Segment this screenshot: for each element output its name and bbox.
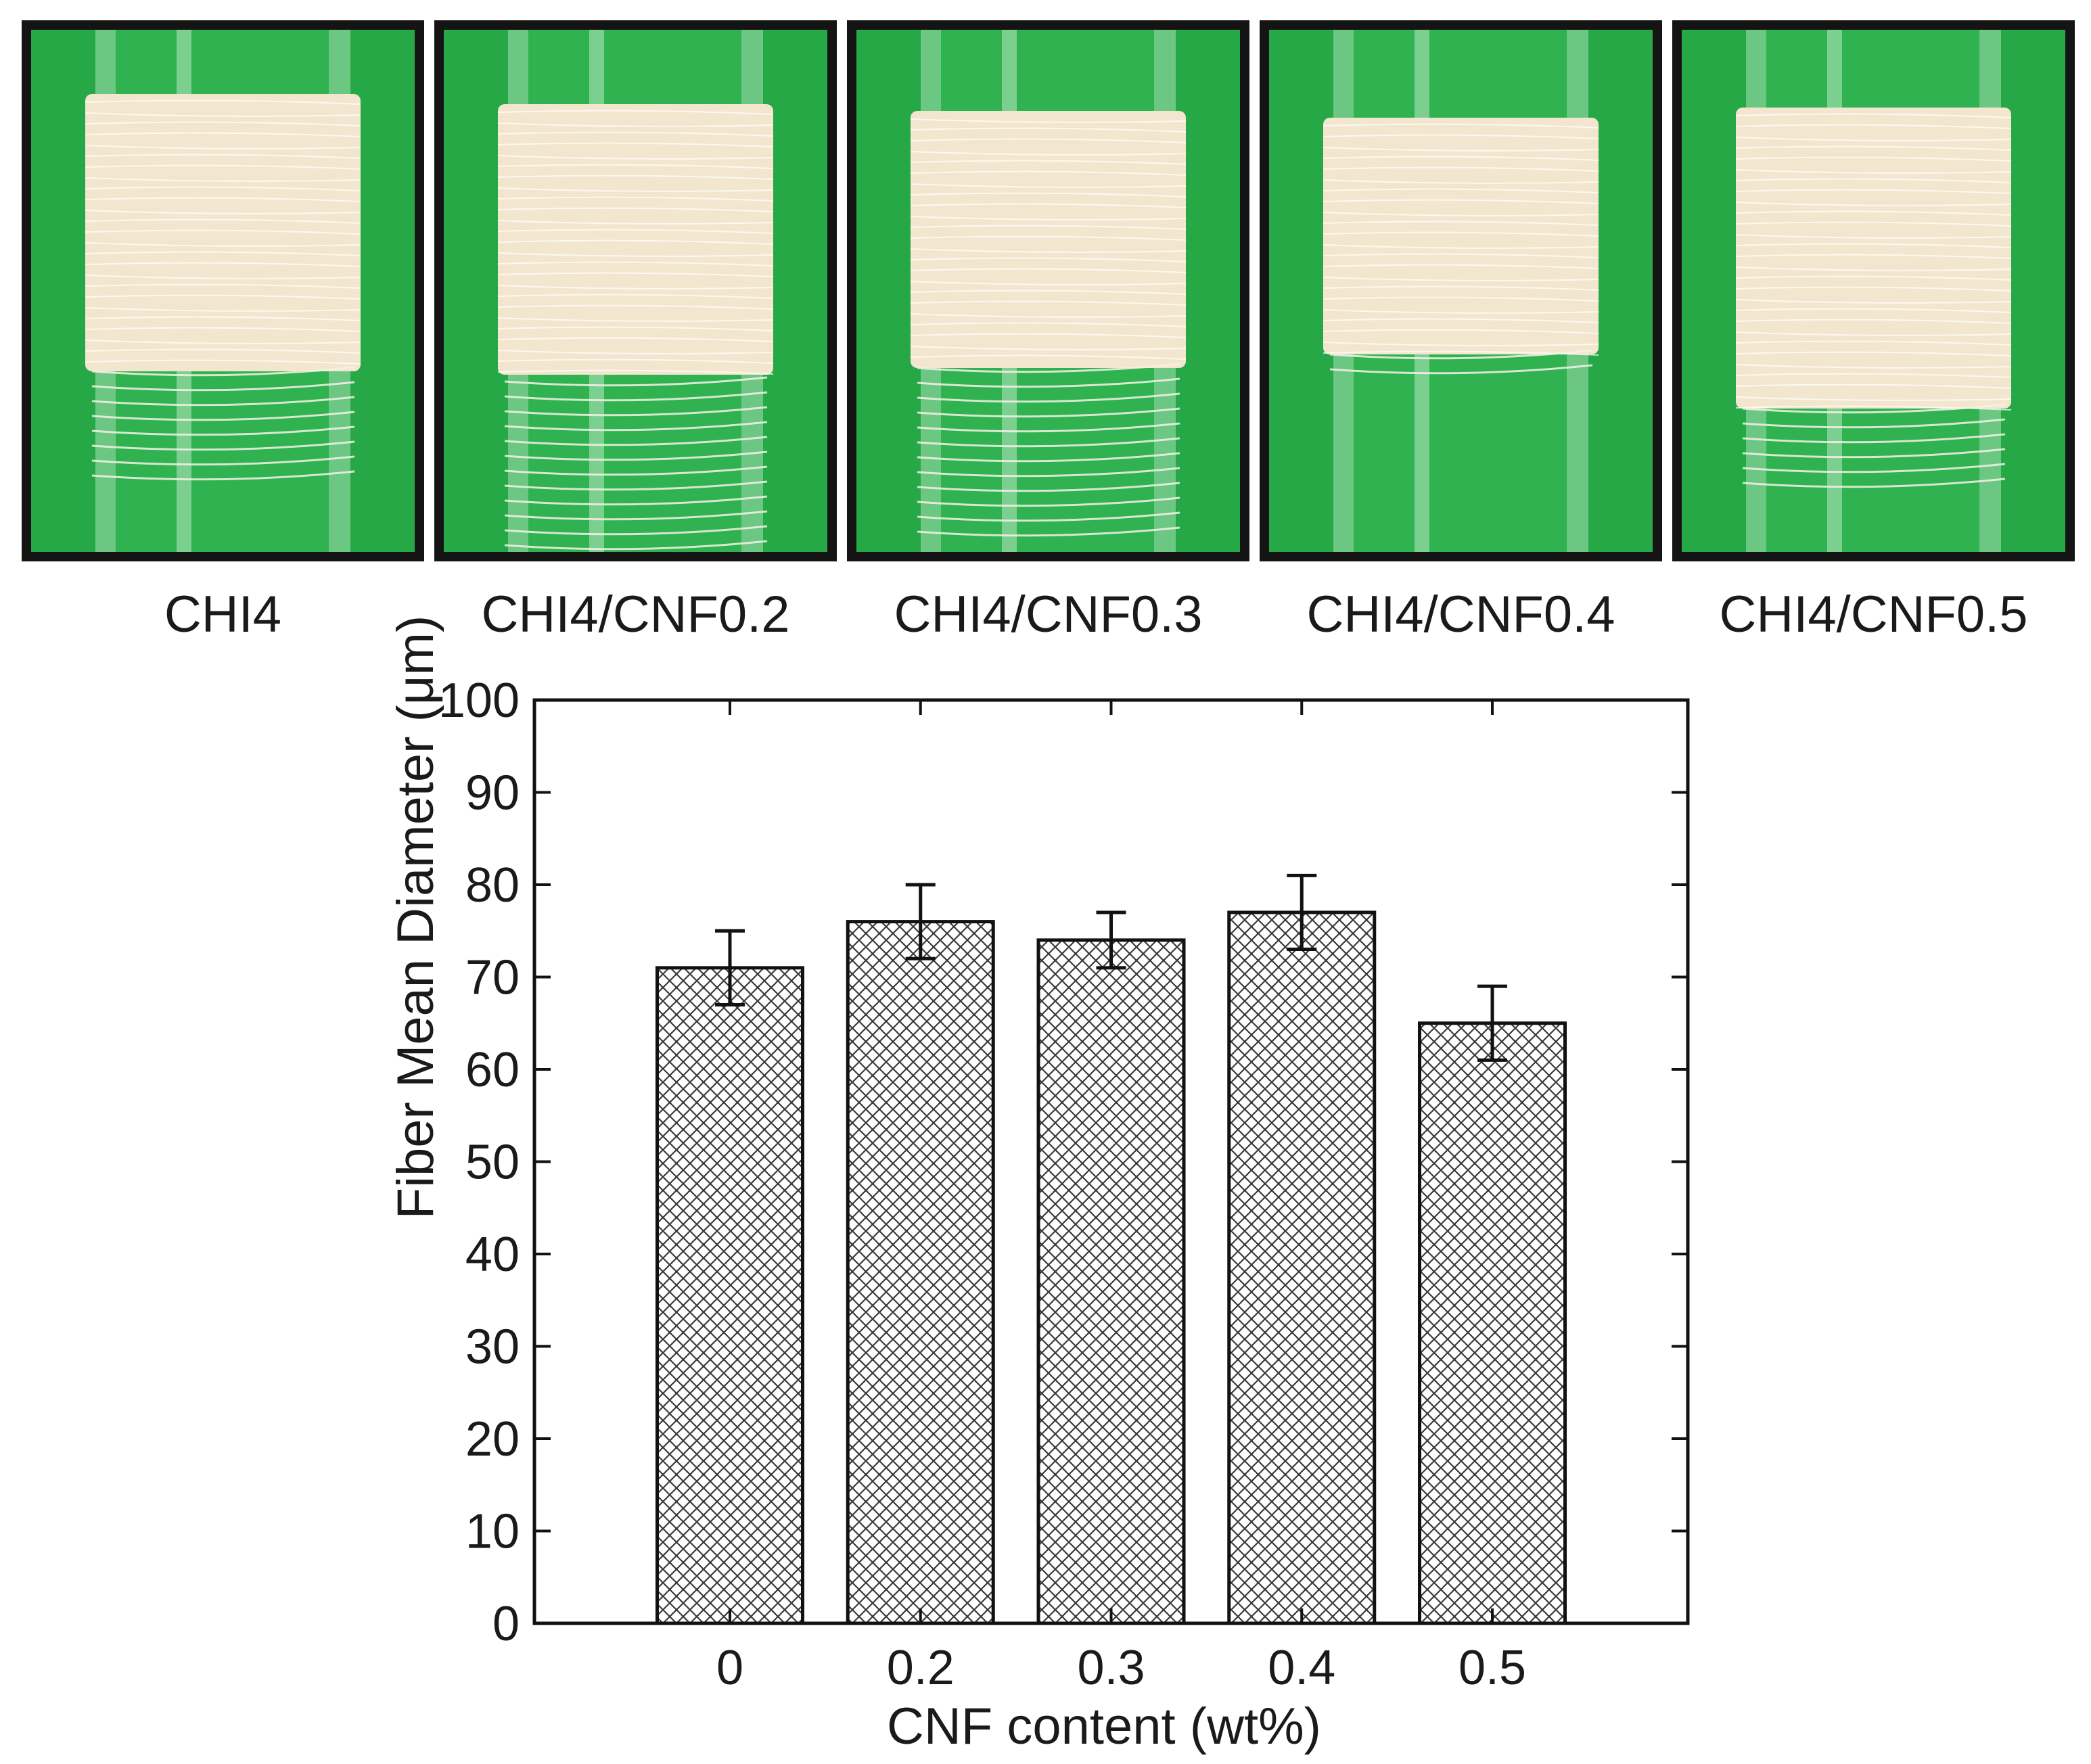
- y-tick-label: 10: [465, 1505, 520, 1559]
- tube-illustration: [856, 30, 1240, 552]
- y-tick-label: 50: [465, 1136, 520, 1190]
- bar: [1036, 938, 1186, 1625]
- x-axis-label: CNF content (wt%): [887, 1698, 1321, 1755]
- y-axis-label: Fiber Mean Diameter (μm): [387, 616, 444, 1220]
- bar: [655, 966, 804, 1625]
- x-tick-label: 0.3: [1077, 1641, 1145, 1695]
- y-tick-label: 20: [465, 1412, 520, 1466]
- plot-frame: [532, 698, 1690, 1625]
- x-tick-label: 0: [716, 1641, 743, 1695]
- bar: [1418, 1021, 1567, 1625]
- tube-illustration: [444, 30, 827, 552]
- tube-illustration: [1682, 30, 2065, 552]
- photo-label-cnf04: CHI4/CNF0.4: [1306, 586, 1615, 643]
- y-tick-label: 40: [465, 1228, 520, 1282]
- bar: [1227, 910, 1377, 1625]
- x-tick-label: 0.5: [1458, 1641, 1526, 1695]
- sample-photo-chi4: [22, 20, 424, 561]
- photo-label-cnf05: CHI4/CNF0.5: [1719, 586, 2028, 643]
- y-tick-label: 70: [465, 951, 520, 1005]
- y-tick-label: 60: [465, 1043, 520, 1097]
- sample-photo-cnf05: [1672, 20, 2075, 561]
- y-tick-label: 90: [465, 766, 520, 820]
- sample-photo-cnf03: [847, 20, 1249, 561]
- y-tick-label: 30: [465, 1320, 520, 1374]
- photo-label-cnf02: CHI4/CNF0.2: [481, 586, 790, 643]
- photo-label-cnf03: CHI4/CNF0.3: [894, 586, 1203, 643]
- y-tick-label: 0: [492, 1597, 520, 1651]
- x-tick-label: 0.2: [887, 1641, 955, 1695]
- sample-photo-row: CHI4 CHI4/CNF0.2 CHI4/CNF0.3 CHI4/CNF0.4…: [22, 20, 2078, 643]
- y-tick-label: 80: [465, 858, 520, 912]
- x-tick-label: 0.4: [1268, 1641, 1335, 1695]
- sample-photo-cnf04: [1260, 20, 1662, 561]
- tube-illustration: [1269, 30, 1653, 552]
- y-tick-label: 100: [438, 674, 520, 728]
- bar: [846, 920, 995, 1625]
- tube-illustration: [31, 30, 415, 552]
- photo-label-chi4: CHI4: [164, 586, 282, 643]
- sample-photo-cnf02: [434, 20, 837, 561]
